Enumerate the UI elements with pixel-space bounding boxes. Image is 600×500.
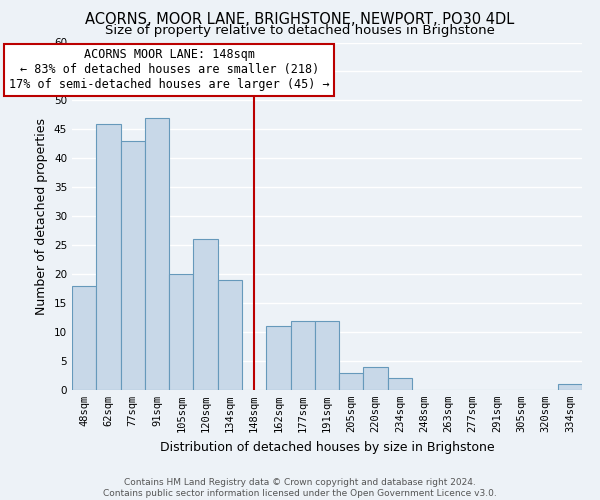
- Bar: [558, 384, 582, 390]
- Bar: [218, 280, 242, 390]
- Bar: [145, 118, 169, 390]
- Bar: [96, 124, 121, 390]
- Bar: [315, 320, 339, 390]
- Bar: [72, 286, 96, 390]
- Bar: [290, 320, 315, 390]
- Bar: [193, 240, 218, 390]
- Text: ACORNS, MOOR LANE, BRIGHSTONE, NEWPORT, PO30 4DL: ACORNS, MOOR LANE, BRIGHSTONE, NEWPORT, …: [85, 12, 515, 28]
- Text: Size of property relative to detached houses in Brighstone: Size of property relative to detached ho…: [105, 24, 495, 37]
- Bar: [364, 367, 388, 390]
- Bar: [169, 274, 193, 390]
- Bar: [339, 372, 364, 390]
- Text: ACORNS MOOR LANE: 148sqm
← 83% of detached houses are smaller (218)
17% of semi-: ACORNS MOOR LANE: 148sqm ← 83% of detach…: [9, 48, 329, 92]
- Bar: [266, 326, 290, 390]
- X-axis label: Distribution of detached houses by size in Brighstone: Distribution of detached houses by size …: [160, 440, 494, 454]
- Bar: [388, 378, 412, 390]
- Text: Contains HM Land Registry data © Crown copyright and database right 2024.
Contai: Contains HM Land Registry data © Crown c…: [103, 478, 497, 498]
- Bar: [121, 141, 145, 390]
- Y-axis label: Number of detached properties: Number of detached properties: [35, 118, 49, 315]
